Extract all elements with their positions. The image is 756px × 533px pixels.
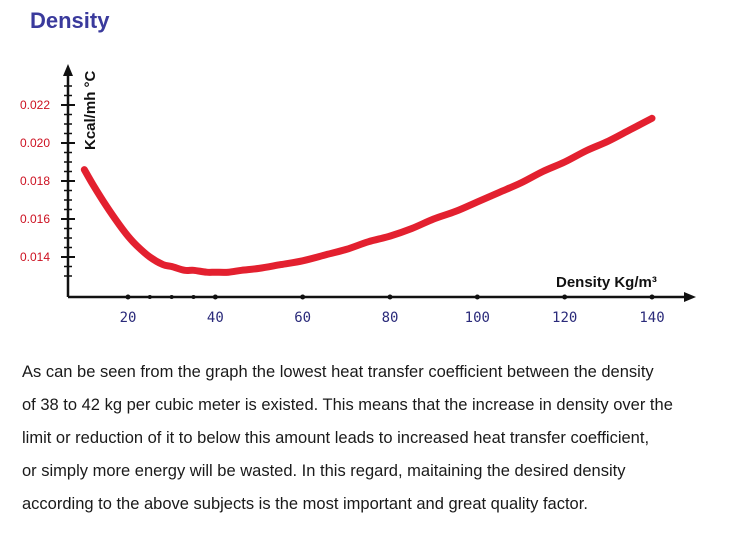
x-tick-label: 100 [465,310,490,326]
x-axis-arrow [684,292,696,302]
x-tick-label: 140 [639,310,664,326]
minor-ticks [64,85,196,299]
x-minor-tick [169,295,174,299]
page-title: Density [30,8,110,33]
y-tick-label: 0.022 [20,98,50,112]
y-tick-label: 0.020 [20,136,50,150]
x-minor-tick [147,295,152,299]
x-ticks: 20 40 60 80 100 120 140 [120,294,665,326]
y-tick-label: 0.016 [20,212,50,226]
y-tick-label: 0.014 [20,250,50,264]
density-chart: 0.014 0.016 0.018 0.020 0.022 20 40 60 80 100 120… [20,64,696,326]
paragraph-line: As can be seen from the graph the lowest… [22,363,654,381]
x-tick [125,294,131,300]
x-tick [649,294,655,300]
y-tick-label: 0.018 [20,174,50,188]
description-paragraph: As can be seen from the graph the lowest… [22,356,742,521]
x-tick-label: 120 [552,310,577,326]
paragraph-line: limit or reduction of it to below this a… [22,429,650,447]
x-tick-label: 20 [120,310,137,326]
chart-axes [63,64,696,302]
x-tick [300,294,306,300]
series-line [80,114,656,276]
paragraph-line: of 38 to 42 kg per cubic meter is existe… [22,396,673,414]
y-axis-label: Kcal/mh °C [82,70,99,150]
x-axis-label: Density Kg/m³ [556,274,657,291]
paragraph-line: according to the above subjects is the m… [22,495,588,513]
x-tick [474,294,480,300]
paragraph-line: or simply more energy will be wasted. In… [22,462,626,480]
x-tick-label: 60 [294,310,311,326]
x-tick [562,294,568,300]
x-minor-tick [191,295,196,299]
chart-series [80,114,656,276]
x-tick-label: 40 [207,310,224,326]
x-tick-label: 80 [382,310,399,326]
x-tick [212,294,218,300]
y-axis-arrow [63,64,73,76]
y-ticks: 0.014 0.016 0.018 0.020 0.022 [20,98,75,264]
x-tick [387,294,393,300]
